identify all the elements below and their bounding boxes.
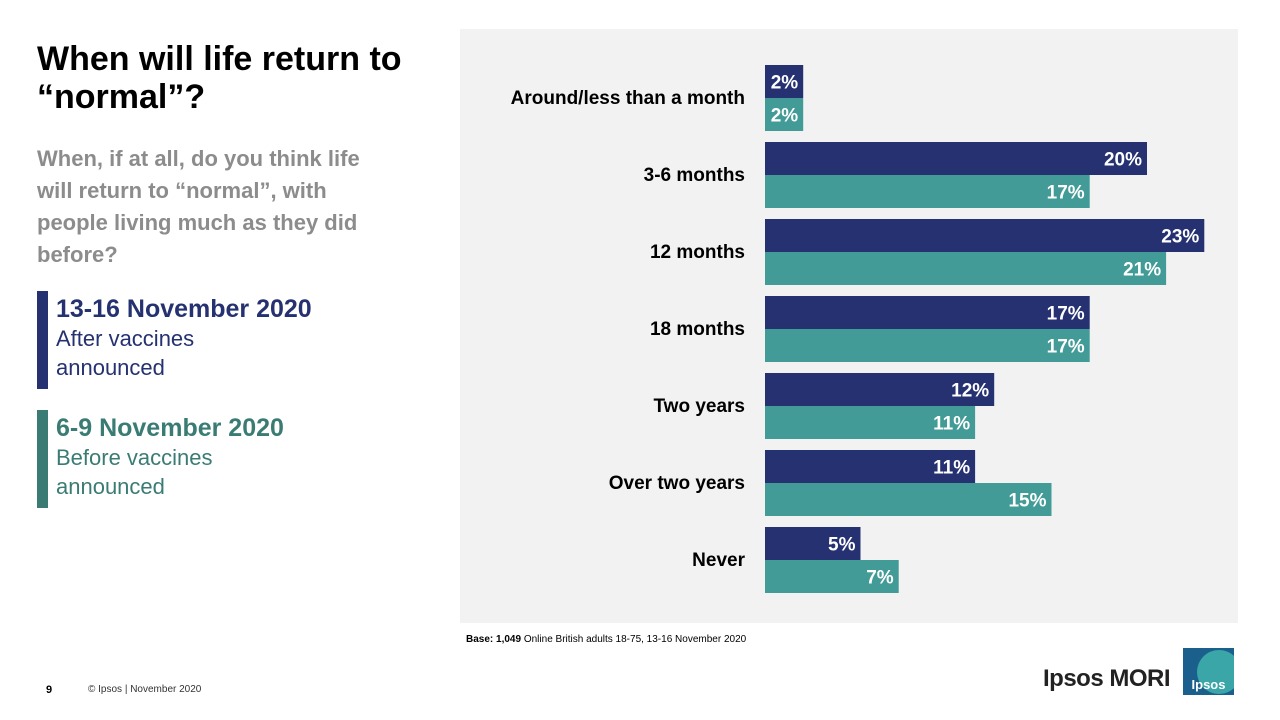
data-label: 21% (1123, 260, 1161, 281)
base-note: Base: 1,049 Online British adults 18-75,… (466, 634, 746, 645)
page-title: When will life return to “normal”? (37, 40, 402, 116)
bar-before-vaccines (765, 483, 1052, 516)
legend-desc-after-1: After vaccines (56, 326, 195, 351)
data-label: 17% (1047, 183, 1085, 204)
base-count: 1,049 (496, 634, 522, 645)
bar-after-vaccines (765, 373, 995, 406)
category-label: 18 months (650, 319, 745, 340)
data-label: 17% (1047, 337, 1085, 358)
brand-name: Ipsos MORI (1043, 665, 1171, 692)
bar-after-vaccines (765, 65, 804, 98)
bar-before-vaccines (765, 175, 1090, 208)
legend-desc-after-2: announced (56, 355, 165, 380)
legend-desc-before-1: Before vaccines (56, 445, 213, 470)
bar-after-vaccines (765, 450, 976, 483)
chart-panel: Around/less than a month 2% 2% 3-6 months 20… (460, 29, 1238, 623)
bar-before-vaccines (765, 329, 1090, 362)
data-label: 17% (1047, 304, 1085, 325)
legend-swatch-before (37, 410, 48, 508)
bar-after-vaccines (765, 219, 1205, 252)
base-label: Base: (466, 634, 494, 645)
category-label: Around/less than a month (511, 88, 745, 109)
copyright-text: © Ipsos | November 2020 (88, 684, 202, 695)
category-label: Over two years (609, 473, 745, 494)
bar-before-vaccines (765, 252, 1167, 285)
bar-before-vaccines (765, 560, 899, 593)
question-text: When, if at all, do you think life will … (37, 146, 360, 267)
category-label: Never (692, 550, 745, 571)
legend-item-after: 13-16 November 2020 After vaccines annou… (37, 291, 397, 389)
data-label: 2% (771, 106, 799, 127)
category-label: 12 months (650, 242, 745, 263)
category-label: Two years (653, 396, 745, 417)
category-label: 3-6 months (644, 165, 745, 186)
data-label: 5% (828, 535, 856, 556)
page-number: 9 (46, 684, 53, 696)
data-label: 2% (771, 73, 799, 94)
legend-swatch-after (37, 291, 48, 389)
data-label: 20% (1104, 150, 1142, 171)
bar-after-vaccines (765, 142, 1147, 175)
logo-text: Ipsos (1191, 677, 1226, 692)
data-label: 11% (933, 458, 970, 479)
data-label: 11% (933, 414, 970, 435)
legend-date-before: 6-9 November 2020 (56, 414, 284, 442)
ipsos-logo-icon: Ipsos (1183, 648, 1234, 695)
base-description: Online British adults 18-75, 13-16 Novem… (523, 634, 747, 645)
legend-item-before: 6-9 November 2020 Before vaccines announ… (37, 410, 397, 508)
data-label: 12% (951, 381, 989, 402)
bar-after-vaccines (765, 296, 1090, 329)
data-label: 23% (1161, 227, 1199, 248)
data-label: 7% (866, 568, 894, 589)
bar-before-vaccines (765, 406, 976, 439)
data-label: 15% (1008, 491, 1046, 512)
legend-date-after: 13-16 November 2020 (56, 295, 312, 323)
bar-after-vaccines (765, 527, 861, 560)
bar-chart: Around/less than a month 2% 2% 3-6 months 20… (511, 65, 1205, 593)
legend-desc-before-2: announced (56, 474, 165, 499)
bar-before-vaccines (765, 98, 804, 131)
